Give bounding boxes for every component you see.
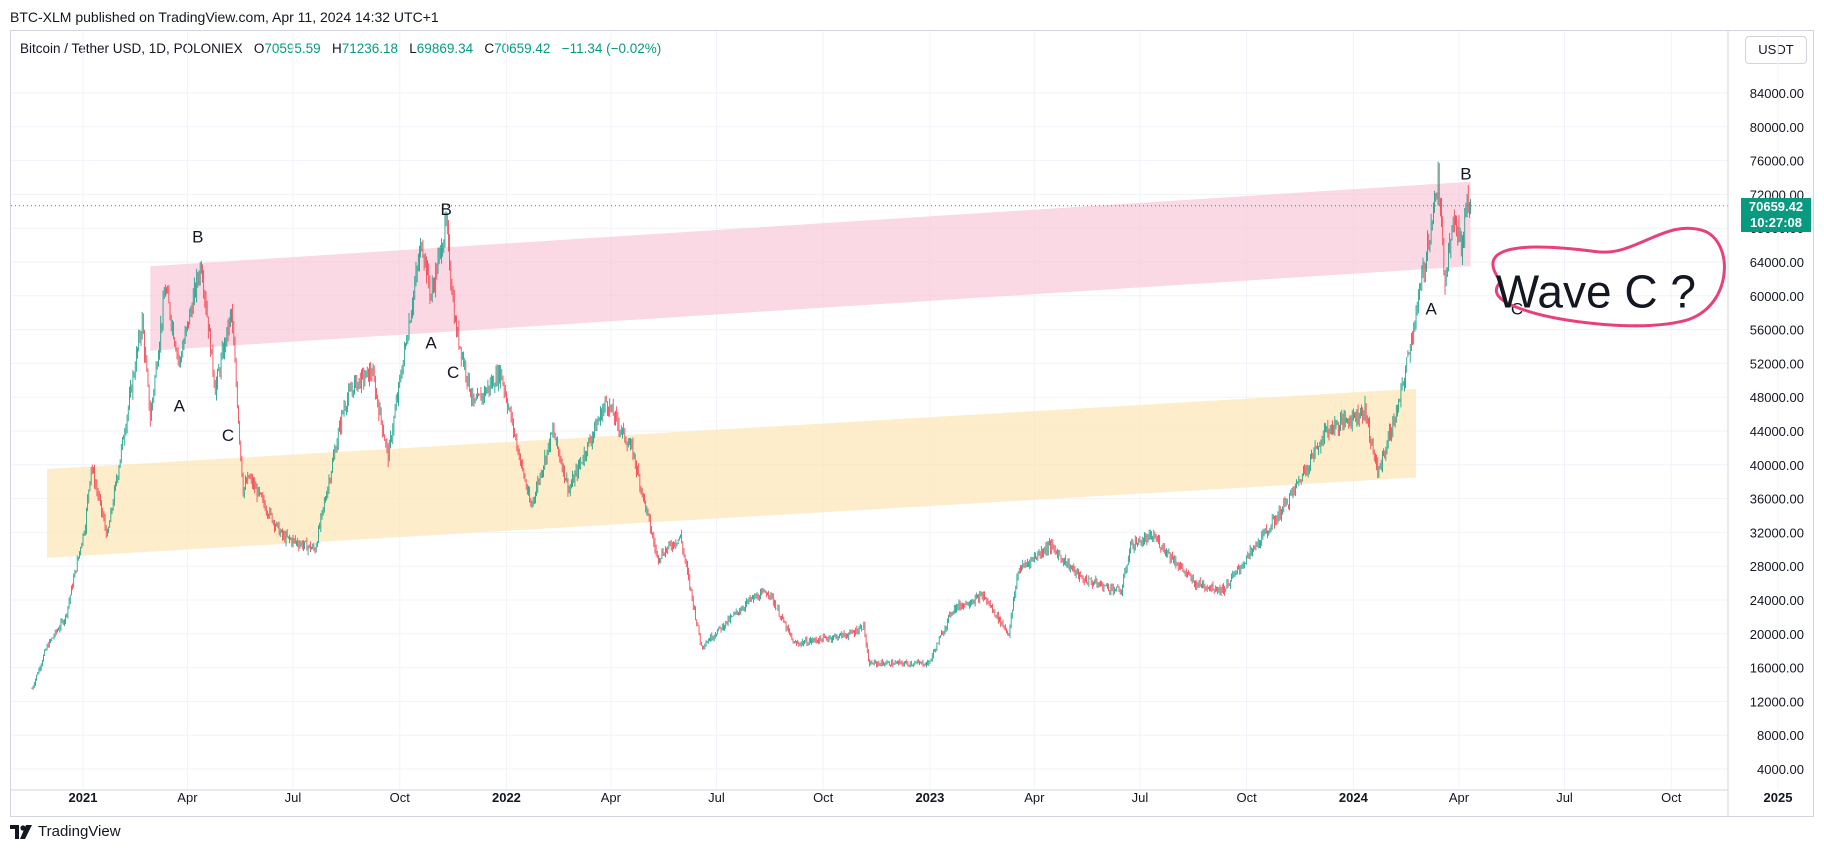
x-tick-label: Jul	[708, 790, 725, 805]
y-tick-label: 32000.00	[1750, 525, 1804, 540]
y-tick-label: 20000.00	[1750, 627, 1804, 642]
y-axis: 84000.0080000.0076000.0072000.0068000.00…	[1727, 31, 1804, 816]
x-tick-label: Oct	[390, 790, 411, 805]
y-tick-label: 64000.00	[1750, 255, 1804, 270]
channel-layer	[47, 181, 1471, 558]
x-tick-label: Oct	[813, 790, 834, 805]
y-tick-label: 48000.00	[1750, 390, 1804, 405]
last-price-tag: 70659.42 10:27:08	[1741, 198, 1811, 232]
y-tick-label: 60000.00	[1750, 289, 1804, 304]
x-tick-label: Oct	[1237, 790, 1258, 805]
footer-brand[interactable]: TradingView	[10, 823, 121, 840]
chart-frame	[10, 30, 1814, 817]
x-tick-label: Jul	[1132, 790, 1149, 805]
y-tick-label: 40000.00	[1750, 458, 1804, 473]
x-axis: 2021 Apr Jul Oct 2022 Apr Jul Oct 2023 Apr Jul Oct 2…	[11, 789, 1793, 805]
x-tick-label: Apr	[1024, 790, 1045, 805]
high-label: H	[331, 41, 342, 56]
y-tick-label: 16000.00	[1750, 661, 1804, 676]
x-tick-label: 2024	[1339, 790, 1369, 805]
callout-text: Wave C ?	[1496, 266, 1696, 318]
close-label: C	[484, 41, 495, 56]
change-value: −11.34 (−0.02%)	[561, 41, 662, 56]
low-value: 69869.34	[416, 41, 474, 56]
y-tick-label: 80000.00	[1750, 120, 1804, 135]
x-tick-label: 2023	[915, 790, 944, 805]
high-value: 71236.18	[341, 41, 399, 56]
callout-circle	[1491, 226, 1726, 328]
wave-label-b: B	[440, 200, 451, 219]
x-tick-label: Jul	[285, 790, 302, 805]
close-value: 70659.42	[494, 41, 551, 56]
currency-button[interactable]: USDT	[1745, 36, 1807, 64]
x-tick-label: Apr	[1449, 790, 1470, 805]
y-tick-label: 76000.00	[1750, 154, 1804, 169]
wave-label-a: A	[1425, 299, 1437, 318]
y-tick-label: 24000.00	[1750, 593, 1804, 608]
y-tick-label: 44000.00	[1750, 424, 1804, 439]
wave-label-c: C	[222, 426, 234, 445]
y-tick-label: 36000.00	[1750, 492, 1804, 507]
x-tick-label: Apr	[601, 790, 622, 805]
candles-layer	[31, 161, 1471, 690]
last-price-value: 70659.42	[1748, 199, 1804, 214]
footer-brand-label: TradingView	[38, 823, 121, 840]
low-label: L	[409, 41, 417, 56]
grid-layer	[11, 31, 1779, 790]
y-tick-label: 84000.00	[1750, 86, 1804, 101]
x-tick-label: 2025	[1764, 790, 1793, 805]
x-tick-label: 2022	[492, 790, 521, 805]
orange-channel	[47, 388, 1417, 558]
wave-label-c: C	[447, 363, 459, 382]
x-tick-label: Apr	[177, 790, 198, 805]
wave-label-b: B	[192, 228, 203, 247]
y-tick-label: 12000.00	[1750, 694, 1804, 709]
y-tick-label: 52000.00	[1750, 356, 1804, 371]
published-info: BTC-XLM published on TradingView.com, Ap…	[10, 9, 439, 25]
wave-label-a: A	[425, 333, 437, 352]
y-tick-label: 28000.00	[1750, 559, 1804, 574]
x-tick-label: Oct	[1661, 790, 1682, 805]
y-tick-label: 4000.00	[1757, 762, 1804, 777]
wave-label-b: B	[1460, 164, 1471, 183]
pink-channel	[150, 181, 1471, 351]
y-tick-label: 8000.00	[1757, 728, 1804, 743]
wave-label-a: A	[174, 397, 186, 416]
candle-countdown: 10:27:08	[1749, 215, 1803, 230]
open-label: O	[253, 41, 265, 56]
tradingview-logo-icon	[10, 824, 32, 839]
x-tick-label: 2021	[69, 790, 98, 805]
y-tick-label: 56000.00	[1750, 323, 1804, 338]
x-tick-label: Jul	[1556, 790, 1573, 805]
